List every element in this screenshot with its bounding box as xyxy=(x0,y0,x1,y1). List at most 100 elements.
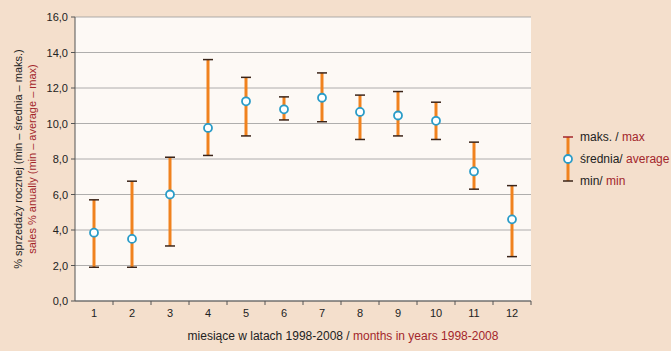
legend-label-pl: maks. / xyxy=(580,130,622,144)
y-tick-label: 4,0 xyxy=(53,224,68,236)
plot-area xyxy=(75,17,531,301)
grid-line xyxy=(75,123,531,124)
legend: maks. / max średnia/ average min/ min xyxy=(563,130,670,188)
error-bar xyxy=(473,142,476,189)
min-cap xyxy=(203,155,213,157)
grid-line xyxy=(75,159,531,160)
max-cap xyxy=(89,199,99,201)
legend-label-en: min xyxy=(606,174,625,188)
y-tick xyxy=(71,194,75,195)
background xyxy=(0,0,671,351)
legend-label: maks. / max xyxy=(580,130,645,144)
error-bar xyxy=(359,95,362,139)
average-marker xyxy=(432,117,440,125)
min-cap xyxy=(355,139,365,141)
average-marker xyxy=(90,229,98,237)
y-tick xyxy=(71,88,75,89)
grid-line xyxy=(75,52,531,53)
error-bar xyxy=(245,77,248,136)
legend-label-en: average xyxy=(626,152,670,166)
max-cap xyxy=(469,141,479,143)
x-tick-label: 3 xyxy=(167,307,173,319)
y-tick-label: 14,0 xyxy=(47,47,68,59)
max-cap xyxy=(355,94,365,96)
x-tick-label: 7 xyxy=(319,307,325,319)
average-marker xyxy=(204,124,212,132)
grid-line xyxy=(75,88,531,89)
min-cap xyxy=(393,135,403,137)
average-marker xyxy=(128,235,136,243)
x-tick xyxy=(341,301,342,305)
max-cap xyxy=(127,180,137,182)
max-cap xyxy=(393,91,403,93)
y-tick-label: 0,0 xyxy=(53,295,68,307)
x-tick-label: 6 xyxy=(281,307,287,319)
marks xyxy=(89,60,517,268)
average-marker xyxy=(356,108,364,116)
x-tick-label: 2 xyxy=(129,307,135,319)
legend-label: min/ min xyxy=(580,174,625,188)
x-tick-label: 1 xyxy=(91,307,97,319)
x-tick xyxy=(417,301,418,305)
error-bar xyxy=(207,60,210,156)
max-cap xyxy=(203,59,213,61)
legend-max-cap xyxy=(563,136,573,138)
x-tick-label: 10 xyxy=(430,307,442,319)
legend-label-en: max xyxy=(622,130,645,144)
min-cap xyxy=(507,256,517,258)
y-tick xyxy=(71,159,75,160)
x-axis-label-en: months in years 1998-2008 xyxy=(353,329,499,343)
max-cap xyxy=(431,101,441,103)
grid-line xyxy=(75,17,531,18)
x-tick-label: 12 xyxy=(506,307,518,319)
x-tick-label: 8 xyxy=(357,307,363,319)
y-tick xyxy=(71,52,75,53)
legend-label: średnia/ average xyxy=(580,152,670,166)
average-marker xyxy=(470,167,478,175)
min-cap xyxy=(165,245,175,247)
y-tick-label: 8,0 xyxy=(53,153,68,165)
min-cap xyxy=(241,135,251,137)
y-tick xyxy=(71,301,75,302)
x-tick xyxy=(531,301,532,305)
average-marker xyxy=(318,94,326,102)
x-tick xyxy=(455,301,456,305)
legend-marker xyxy=(564,155,572,163)
x-tick xyxy=(189,301,190,305)
average-marker xyxy=(166,191,174,199)
y-tick xyxy=(71,265,75,266)
max-cap xyxy=(279,96,289,98)
grid-line xyxy=(75,230,531,231)
error-bar xyxy=(131,181,134,267)
y-tick-label: 10,0 xyxy=(47,118,68,130)
grid-line xyxy=(75,194,531,195)
x-tick xyxy=(113,301,114,305)
y-axis-label: % sprzedaży rocznej (min – średnia – mak… xyxy=(12,49,38,268)
error-bar xyxy=(169,157,172,246)
min-cap xyxy=(469,188,479,190)
average-marker xyxy=(280,105,288,113)
x-tick xyxy=(151,301,152,305)
x-tick xyxy=(265,301,266,305)
average-marker xyxy=(508,215,516,223)
grid-line xyxy=(75,265,531,266)
x-tick xyxy=(379,301,380,305)
min-cap xyxy=(89,267,99,269)
x-tick-label: 11 xyxy=(468,307,479,319)
y-tick-label: 6,0 xyxy=(53,189,68,201)
x-tick xyxy=(227,301,228,305)
max-cap xyxy=(241,77,251,79)
x-tick xyxy=(493,301,494,305)
legend-min-cap xyxy=(563,180,573,182)
max-cap xyxy=(165,156,175,158)
y-tick-label: 16,0 xyxy=(47,11,68,23)
max-cap xyxy=(317,72,327,74)
y-tick xyxy=(71,123,75,124)
y-axis xyxy=(75,17,76,301)
legend-label-pl: min/ xyxy=(580,174,606,188)
y-axis-label-en: sales % anually (min – average – max) xyxy=(26,64,38,254)
y-axis-label-pl: % sprzedaży rocznej (min – średnia – mak… xyxy=(12,49,24,268)
x-tick xyxy=(303,301,304,305)
y-tick xyxy=(71,230,75,231)
x-tick-label: 4 xyxy=(205,307,211,319)
